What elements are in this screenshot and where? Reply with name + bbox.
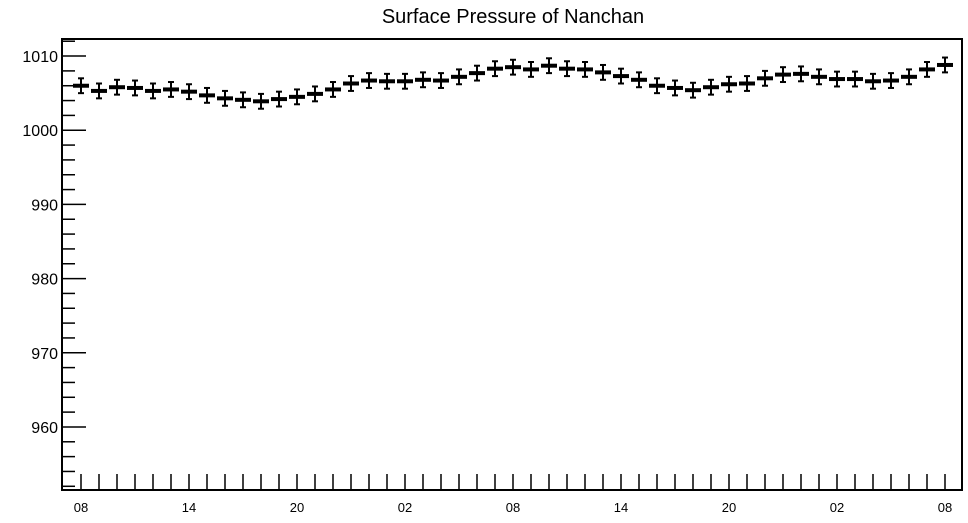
data-point xyxy=(847,70,863,88)
data-point xyxy=(307,85,323,103)
data-point xyxy=(145,82,161,100)
data-point xyxy=(703,78,719,96)
data-point xyxy=(631,71,647,89)
y-tick-label: 1010 xyxy=(22,49,58,66)
data-point xyxy=(613,67,629,85)
data-point xyxy=(793,65,809,83)
x-tick-label: 20 xyxy=(290,500,304,515)
data-point xyxy=(577,60,593,78)
x-tick-label: 14 xyxy=(614,500,628,515)
data-point xyxy=(163,81,179,98)
y-tick-label: 960 xyxy=(31,420,58,437)
data-point xyxy=(109,78,125,96)
data-point xyxy=(757,69,773,87)
data-point xyxy=(361,72,377,89)
data-point xyxy=(289,88,305,106)
data-point xyxy=(541,57,557,75)
data-point xyxy=(91,82,107,100)
data-point xyxy=(811,68,827,86)
x-tick-label: 02 xyxy=(830,500,844,515)
x-tick-label: 08 xyxy=(938,500,952,515)
data-point xyxy=(469,64,485,82)
data-point xyxy=(325,81,341,98)
data-point xyxy=(739,75,755,92)
x-tick-label: 20 xyxy=(722,500,736,515)
data-point xyxy=(559,60,575,78)
data-series xyxy=(73,56,953,110)
data-point xyxy=(433,72,449,89)
data-point xyxy=(901,68,917,86)
x-axis: 08 14 20 02 08 14 20 02 08 xyxy=(74,474,952,515)
data-point xyxy=(73,77,89,95)
data-point xyxy=(523,60,539,78)
data-point xyxy=(235,91,251,109)
data-point xyxy=(397,72,413,90)
chart-title: Surface Pressure of Nanchan xyxy=(382,6,644,28)
data-point xyxy=(271,90,287,108)
data-point xyxy=(253,92,269,110)
data-point xyxy=(829,70,845,88)
x-tick-label: 02 xyxy=(398,500,412,515)
data-point xyxy=(199,86,215,104)
data-point xyxy=(487,60,503,78)
data-point xyxy=(505,58,521,76)
data-point xyxy=(379,72,395,90)
data-point xyxy=(937,56,953,74)
y-tick-label: 980 xyxy=(31,272,58,289)
data-point xyxy=(415,71,431,89)
y-tick-label: 1000 xyxy=(22,123,58,140)
data-point xyxy=(595,63,611,81)
data-point xyxy=(883,72,899,89)
data-point xyxy=(865,72,881,90)
data-point xyxy=(775,66,791,84)
y-axis: 960 970 980 990 1000 1010 xyxy=(22,40,86,488)
data-point xyxy=(343,75,359,92)
data-point xyxy=(181,83,197,101)
y-tick-label: 970 xyxy=(31,346,58,363)
data-point xyxy=(919,60,935,78)
data-point xyxy=(667,79,683,97)
data-point xyxy=(721,75,737,93)
data-point xyxy=(649,77,665,95)
x-tick-label: 08 xyxy=(74,500,88,515)
data-point xyxy=(685,81,701,99)
data-point xyxy=(217,89,233,107)
y-tick-label: 990 xyxy=(31,197,58,214)
data-point xyxy=(451,68,467,86)
data-point xyxy=(127,79,143,97)
plot-frame xyxy=(61,38,963,491)
x-tick-label: 08 xyxy=(506,500,520,515)
x-tick-label: 14 xyxy=(182,500,196,515)
